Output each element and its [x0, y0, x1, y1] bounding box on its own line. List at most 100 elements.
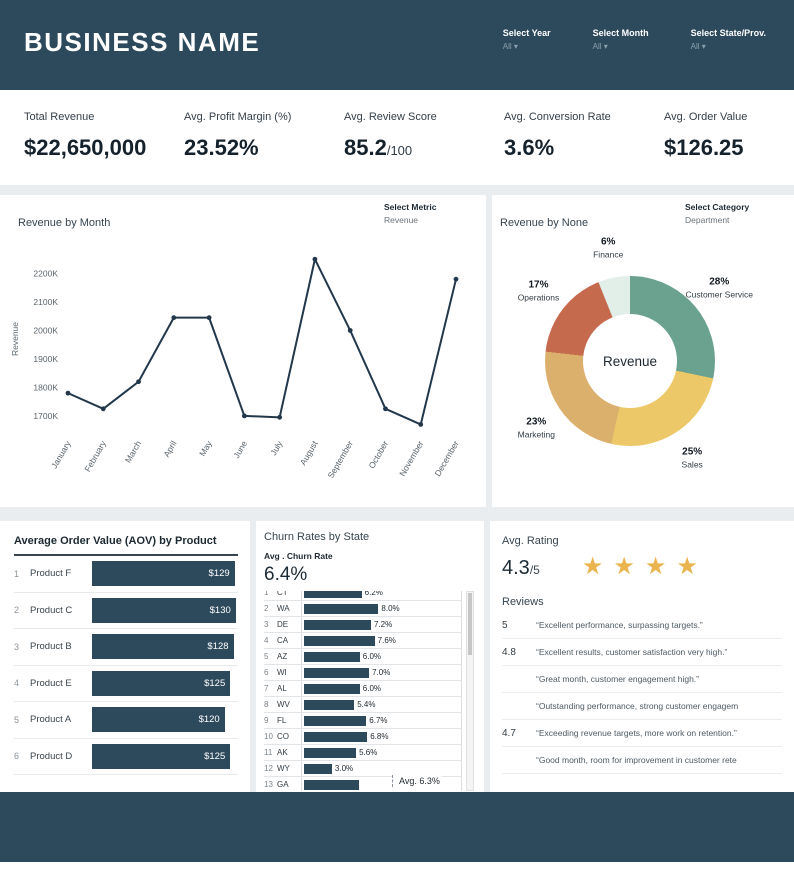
kpi-label: Avg. Conversion Rate: [504, 111, 611, 123]
svg-text:December: December: [432, 439, 460, 478]
churn-bar-list: 1 CT 6.2% 2 WA 8.0% 3 DE 7.2% 4 CA 7.6% 5 AZ 6.0% 6 WI 7.…: [264, 591, 462, 791]
bar-value: 8.0%: [381, 604, 400, 613]
header-filter-select-state-prov[interactable]: Select State/Prov. All ▾: [691, 28, 766, 51]
svg-text:April: April: [161, 439, 178, 459]
state-code: CA: [277, 636, 289, 645]
churn-row: 10 CO 6.8%: [264, 729, 462, 745]
revenue-line-chart: 1700K 1800K 1900K 2000K 2100K 2200K January Feb…: [10, 256, 461, 480]
bar-cell: 6.0%: [301, 649, 462, 664]
star-icon: ★: [644, 553, 667, 580]
bar-value: 6.0%: [362, 652, 382, 661]
header-filter-select-month[interactable]: Select Month All ▾: [593, 28, 649, 51]
select-category-label: Select Category: [685, 202, 750, 212]
review-text: “Excellent performance, surpassing targe…: [536, 620, 703, 630]
churn-row: 4 CA 7.6%: [264, 633, 462, 649]
bar-value: 7.0%: [372, 668, 391, 677]
row-rank: 11: [264, 748, 273, 757]
row-rank: 4: [264, 636, 269, 645]
state-code: DE: [277, 620, 289, 629]
review-score: 5: [502, 619, 508, 631]
churn-bar: [304, 731, 368, 742]
churn-scrollbar[interactable]: [466, 591, 474, 791]
bar-cell: 7.0%: [301, 665, 462, 680]
bar-track: $125: [92, 670, 238, 696]
bottom-row: Average Order Value (AOV) by Product 1 Pr…: [0, 521, 794, 792]
kpi-strip: Total Revenue $22,650,000 Avg. Profit Marg…: [0, 90, 794, 185]
slice-name: Operations: [517, 292, 560, 303]
churn-metric-value: 6.4%: [264, 564, 308, 585]
churn-row: 12 WY 3.0%: [264, 761, 462, 777]
chevron-down-icon: ▾: [603, 42, 608, 51]
star-icon: ★: [613, 553, 635, 580]
aov-bar: $128: [92, 634, 234, 660]
aov-bar: $129: [92, 561, 235, 587]
star-rating: ★ ★ ★ ★: [582, 555, 708, 579]
select-category-dropdown[interactable]: Select Category Department: [685, 202, 749, 225]
reviews-title: Reviews: [502, 596, 544, 608]
svg-text:2200K: 2200K: [33, 268, 58, 278]
select-metric-dropdown[interactable]: Select Metric Revenue: [384, 202, 436, 225]
header: BUSINESS NAME Select Year All ▾ Select Mon…: [0, 0, 794, 90]
donut-slice-label-marketing: 23% Marketing: [492, 416, 584, 439]
churn-bar: [304, 699, 355, 710]
state-code: FL: [277, 716, 287, 725]
svg-text:July: July: [268, 438, 285, 457]
churn-row: 8 WV 5.4%: [264, 697, 462, 713]
aov-title: Average Order Value (AOV) by Product: [14, 535, 238, 556]
filter-label: Select Year: [502, 28, 551, 38]
row-rank: 13: [264, 780, 273, 789]
svg-text:June: June: [231, 439, 249, 460]
kpi-label: Avg. Order Value: [664, 111, 748, 123]
svg-text:2100K: 2100K: [33, 297, 58, 307]
footer: [0, 792, 794, 862]
churn-bar: [304, 603, 379, 614]
churn-row: 5 AZ 6.0%: [264, 649, 462, 665]
kpi-label: Avg. Profit Margin (%): [184, 111, 292, 123]
aov-row: 4 Product E $125: [14, 666, 238, 702]
slice-percent: 25%: [682, 446, 703, 458]
bar-cell: 6.2%: [301, 591, 462, 600]
line-chart-title: Revenue by Month: [18, 217, 111, 229]
row-rank: 4: [14, 678, 20, 689]
svg-text:May: May: [197, 438, 214, 458]
kpi-value: $22,650,000: [24, 135, 147, 160]
churn-bar: [304, 747, 357, 758]
churn-bar: [304, 591, 362, 598]
aov-row: 2 Product C $130: [14, 593, 238, 629]
churn-bar: [304, 683, 360, 694]
kpi-value: 85.2/100: [344, 135, 413, 160]
revenue-by-month-card: Select Metric Revenue Revenue by Month 1…: [0, 195, 486, 507]
svg-text:1700K: 1700K: [33, 411, 58, 421]
svg-text:August: August: [298, 438, 320, 466]
header-filter-select-year[interactable]: Select Year All ▾: [503, 28, 551, 51]
slice-name: Marketing: [517, 429, 555, 440]
bar-cell: 8.0%: [301, 601, 462, 616]
aov-bar: $130: [92, 597, 236, 623]
bottom-strip: [0, 862, 794, 872]
product-name: Product B: [30, 641, 72, 653]
churn-list: 1 CT 6.2% 2 WA 8.0% 3 DE 7.2% 4 CA 7.6% 5 AZ 6.0% 6 WI 7.…: [264, 591, 474, 791]
bar-cell: 7.2%: [301, 617, 462, 632]
rating-card: Avg. Rating 4.3 /5 ★ ★ ★ ★ Reviews 5 “Excell…: [490, 521, 794, 792]
bar-cell: 6.0%: [301, 681, 462, 696]
select-category-value: Department: [685, 215, 730, 225]
scrollbar-thumb[interactable]: [468, 593, 472, 655]
slice-percent: 28%: [709, 276, 730, 288]
slice-name: Sales: [681, 459, 703, 470]
bar-value: 5.6%: [359, 748, 378, 757]
donut-slice-label-customer-service: 28% Customer Service: [671, 277, 767, 300]
churn-row: 2 WA 8.0%: [264, 601, 462, 617]
churn-bar: [304, 651, 360, 662]
review-text: “Great month, customer engagement high.”: [536, 674, 699, 684]
state-code: AL: [277, 684, 287, 693]
row-rank: 1: [264, 591, 269, 597]
churn-row: 9 FL 6.7%: [264, 713, 462, 729]
review-row: 4.7 “Exceeding revenue targets, more work…: [502, 720, 782, 747]
review-score: 4.8: [502, 646, 516, 658]
star-icon: ★: [581, 553, 604, 580]
churn-bar: [304, 779, 359, 790]
review-row: “Good month, room for improvement in cus…: [502, 747, 782, 774]
row-rank: 6: [14, 751, 20, 762]
filter-value: All ▾: [502, 42, 518, 51]
